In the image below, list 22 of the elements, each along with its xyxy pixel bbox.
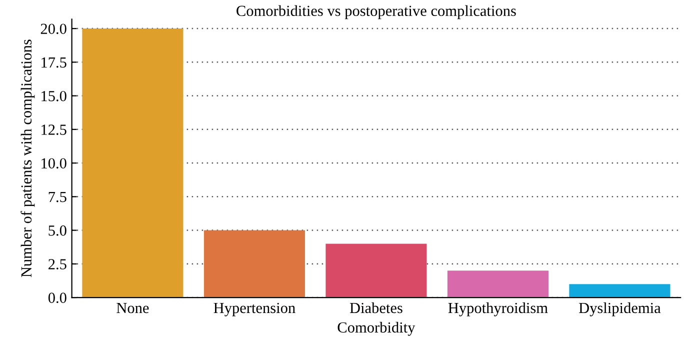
y-tick-label: 0.0: [48, 292, 66, 304]
bar: [569, 284, 670, 298]
x-tick-label: Hypothyroidism: [448, 302, 548, 316]
x-tick-label: Hypertension: [214, 302, 296, 316]
bar: [204, 230, 305, 298]
bar: [326, 244, 427, 298]
y-tick-label: 10.0: [42, 158, 66, 169]
y-tick-label: 2.5: [48, 259, 66, 270]
x-tick-label: Dyslipidemia: [578, 302, 661, 316]
y-tick-label: 7.5: [48, 192, 66, 202]
y-tick-label: 15.0: [42, 90, 66, 102]
x-tick-label: None: [116, 303, 149, 314]
y-tick-label: 20.0: [40, 24, 66, 34]
y-axis-title: Number of patients with complications: [20, 40, 35, 278]
bar: [447, 270, 548, 298]
x-axis-title: Comorbidity: [338, 322, 416, 336]
y-tick-label: 12.5: [42, 124, 66, 135]
y-tick-label: 5.0: [48, 225, 66, 236]
x-tick-label: Diabetes: [350, 302, 402, 314]
chart-title: Comorbidities vs postoperative complications: [236, 5, 516, 20]
y-tick-label: 17.5: [42, 57, 66, 68]
bar: [82, 28, 184, 298]
